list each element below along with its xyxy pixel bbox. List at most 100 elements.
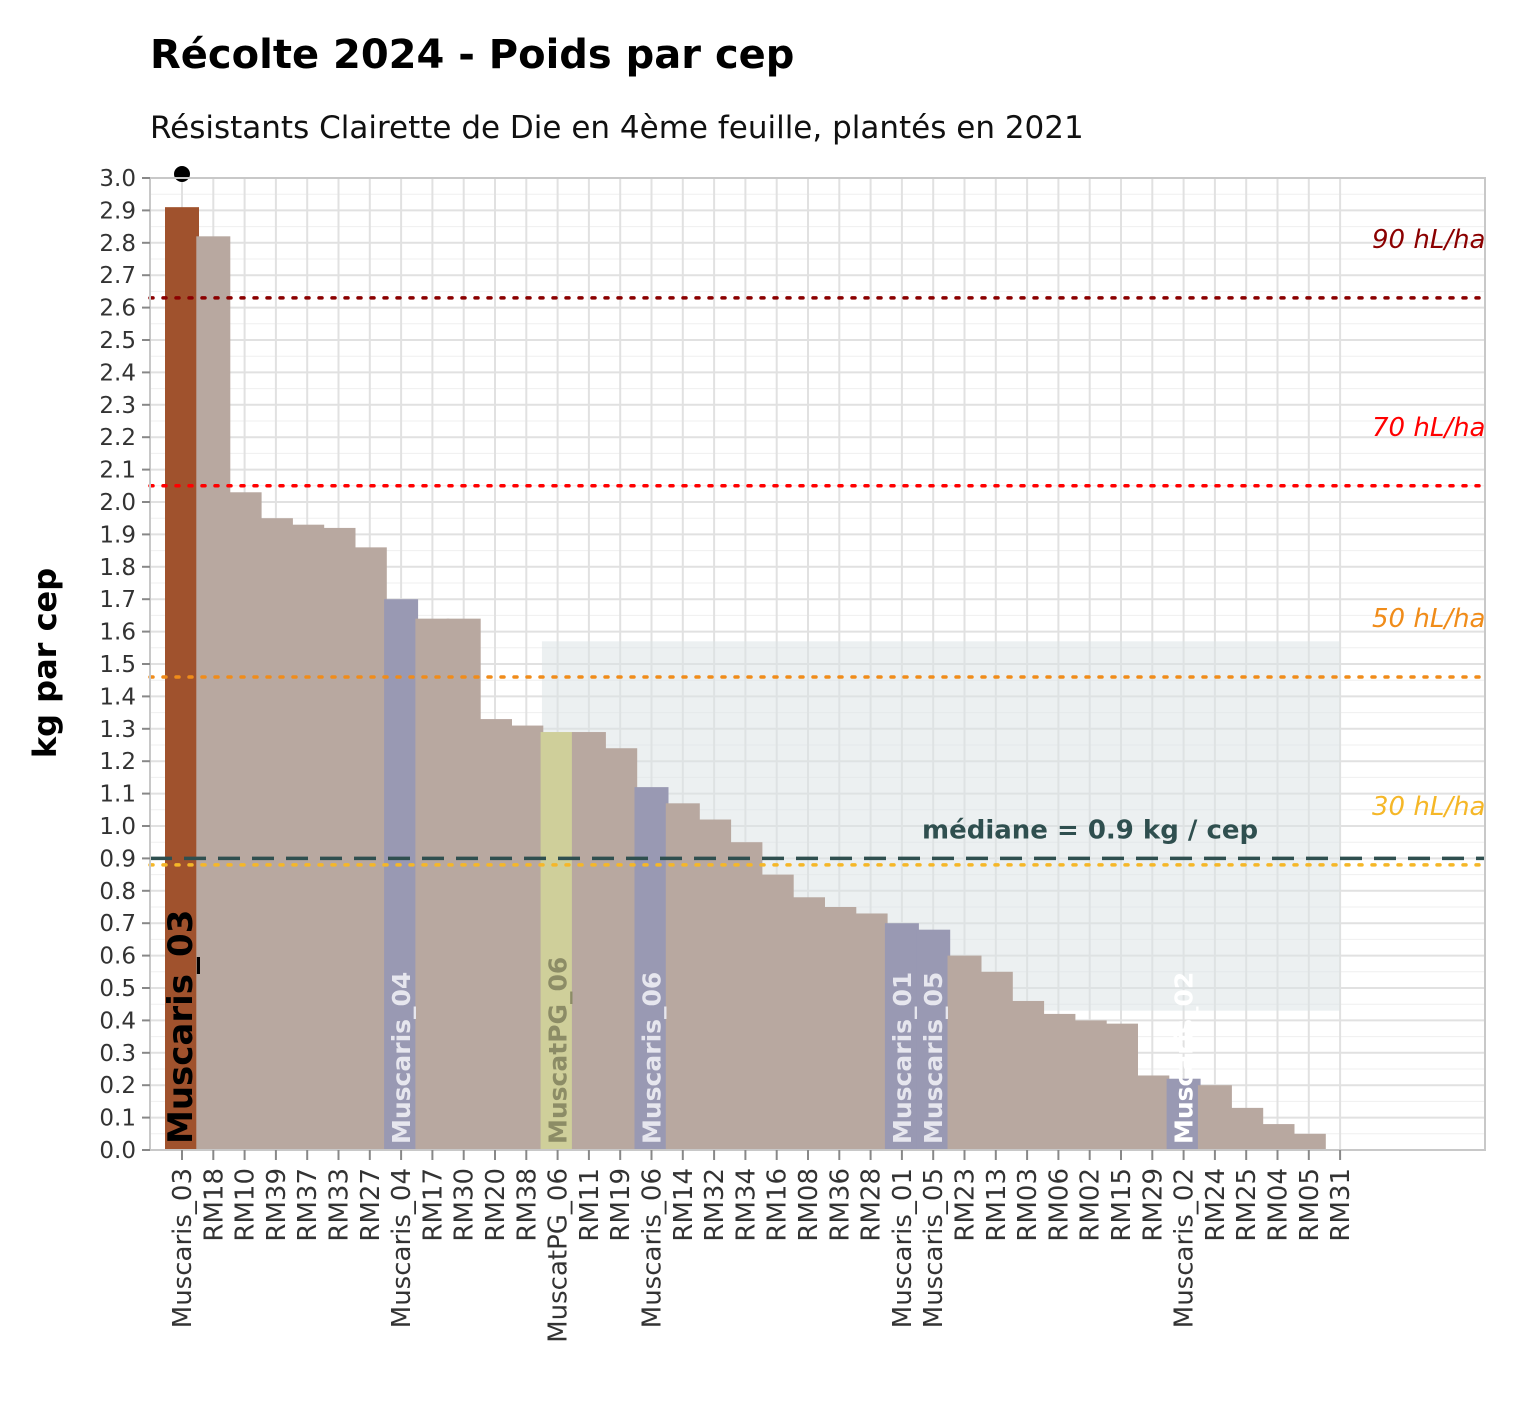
y-tick-label: 0.6 [99,944,136,970]
bar-muscatpg-06 [540,732,575,1150]
y-tick-label: 1.8 [99,555,136,581]
bar-label: Muscaris_01 [888,972,917,1144]
x-tick-label: RM29 [1138,1168,1168,1242]
bar-label: Muscaris_04 [387,972,416,1144]
x-tick-label: Muscaris_05 [919,1168,949,1328]
y-tick-label: 3.0 [99,166,136,192]
bar-rm29 [1135,1075,1170,1150]
x-tick-label: RM30 [450,1168,480,1242]
y-tick-label: 2.6 [99,296,136,322]
bar-rm19 [603,748,638,1150]
x-axis: Muscaris_03 RM18 RM10 RM39 RM37 RM33 RM27 Musca… [168,1150,1356,1343]
bar-label: Muscaris_05 [919,972,948,1144]
bar-rm18 [196,236,231,1150]
bar-rm06 [1041,1013,1076,1150]
bar-rm39 [258,518,293,1150]
bar-rm20 [478,719,512,1150]
bar-label: Muscaris_03 [161,910,201,1144]
y-tick-label: 1.7 [99,587,136,613]
x-tick-label: RM13 [982,1168,1012,1242]
y-tick-label: 0.1 [99,1106,136,1132]
y-tick-label: 2.0 [99,490,136,516]
y-tick-label: 2.1 [99,458,136,484]
bar-rm17 [415,618,450,1150]
bar-rm08 [791,897,825,1150]
y-axis-label: kg par cep [26,568,64,758]
chart-title: Récolte 2024 - Poids par cep [150,32,795,78]
x-tick-label: RM03 [1013,1168,1043,1242]
bar-muscaris-04 [384,599,419,1150]
bar-rm25 [1229,1107,1264,1150]
bar-rm28 [853,913,888,1150]
y-tick-label: 1.2 [99,749,136,775]
y-tick-label: 1.0 [99,814,136,840]
x-tick-label: RM18 [199,1168,229,1242]
y-tick-label: 1.5 [99,652,136,678]
x-tick-label: RM16 [763,1168,793,1242]
y-tick-label: 0.9 [99,846,136,872]
x-tick-label: Muscaris_02 [1170,1168,1200,1328]
y-tick-label: 2.8 [99,231,136,257]
bar-rm05 [1291,1133,1326,1150]
bar-muscaris-02 [1166,1078,1201,1150]
bar-label: Muscaris_02 [1170,972,1199,1144]
y-tick-label: 0.5 [99,976,136,1002]
x-tick-label: RM14 [669,1168,699,1242]
y-tick-label: 2.3 [99,393,136,419]
x-tick-label: RM36 [825,1168,855,1242]
bar-rm10 [227,492,262,1150]
x-tick-label: RM11 [575,1168,605,1242]
bar-label: Muscaris_06 [638,972,667,1144]
x-tick-label: RM33 [325,1168,355,1242]
x-tick-label: RM17 [418,1168,448,1242]
bar-rm24 [1197,1085,1232,1150]
x-tick-label: RM04 [1264,1168,1294,1242]
y-tick-label: 0.7 [99,911,136,937]
y-tick-label: 2.2 [99,425,136,451]
bar-rm38 [509,725,544,1150]
reference-line-label: 50 hL/ha [1372,604,1485,634]
y-tick-label: 0.3 [99,1041,136,1067]
reference-line-label: 30 hL/ha [1372,792,1485,822]
bar-muscaris-01 [884,923,919,1150]
y-tick-label: 2.9 [99,198,136,224]
x-tick-label: RM15 [1107,1168,1137,1242]
x-tick-label: RM34 [731,1168,761,1242]
top-marker-dot [174,166,190,182]
bar-rm15 [1104,1023,1138,1150]
bar-rm02 [1072,1020,1107,1150]
bar-muscaris-05 [916,929,951,1150]
x-tick-label: RM39 [262,1168,292,1242]
bar-rm34 [728,842,763,1150]
y-tick-label: 0.8 [99,879,136,905]
x-tick-label: Muscaris_06 [638,1168,668,1328]
y-tick-label: 2.5 [99,328,136,354]
x-tick-label: RM31 [1326,1168,1356,1242]
median-label: médiane = 0.9 kg / cep [922,815,1258,845]
bar-rm03 [1010,1000,1045,1150]
bar-rm36 [822,907,857,1150]
x-tick-label: RM08 [794,1168,824,1242]
bar-rm37 [290,524,325,1150]
bar-rm14 [665,803,700,1150]
bars [165,207,1326,1150]
y-tick-label: 1.4 [99,684,136,710]
x-tick-label: RM23 [951,1168,981,1242]
reference-line-label: 70 hL/ha [1372,413,1485,443]
bar-muscaris-06 [634,787,669,1150]
bar-rm33 [321,527,356,1150]
y-tick-label: 0.4 [99,1008,136,1034]
x-tick-label: RM37 [293,1168,323,1242]
y-tick-label: 0.0 [99,1138,136,1164]
bar-rm27 [352,547,387,1150]
bar-muscaris-03 [165,207,199,1150]
x-tick-label: Muscaris_03 [168,1168,198,1328]
x-tick-label: RM20 [481,1168,511,1242]
x-tick-label: Muscaris_01 [888,1168,918,1328]
reference-line-label: 90 hL/ha [1372,225,1485,255]
y-tick-label: 1.9 [99,522,136,548]
x-tick-label: MuscatPG_06 [544,1168,574,1343]
x-tick-label: RM06 [1044,1168,1074,1242]
y-axis: 0.0 0.1 0.2 0.3 0.4 0.5 0.6 0.7 0.8 0.9 1.0 1.1 1.2 1… [99,166,150,1164]
